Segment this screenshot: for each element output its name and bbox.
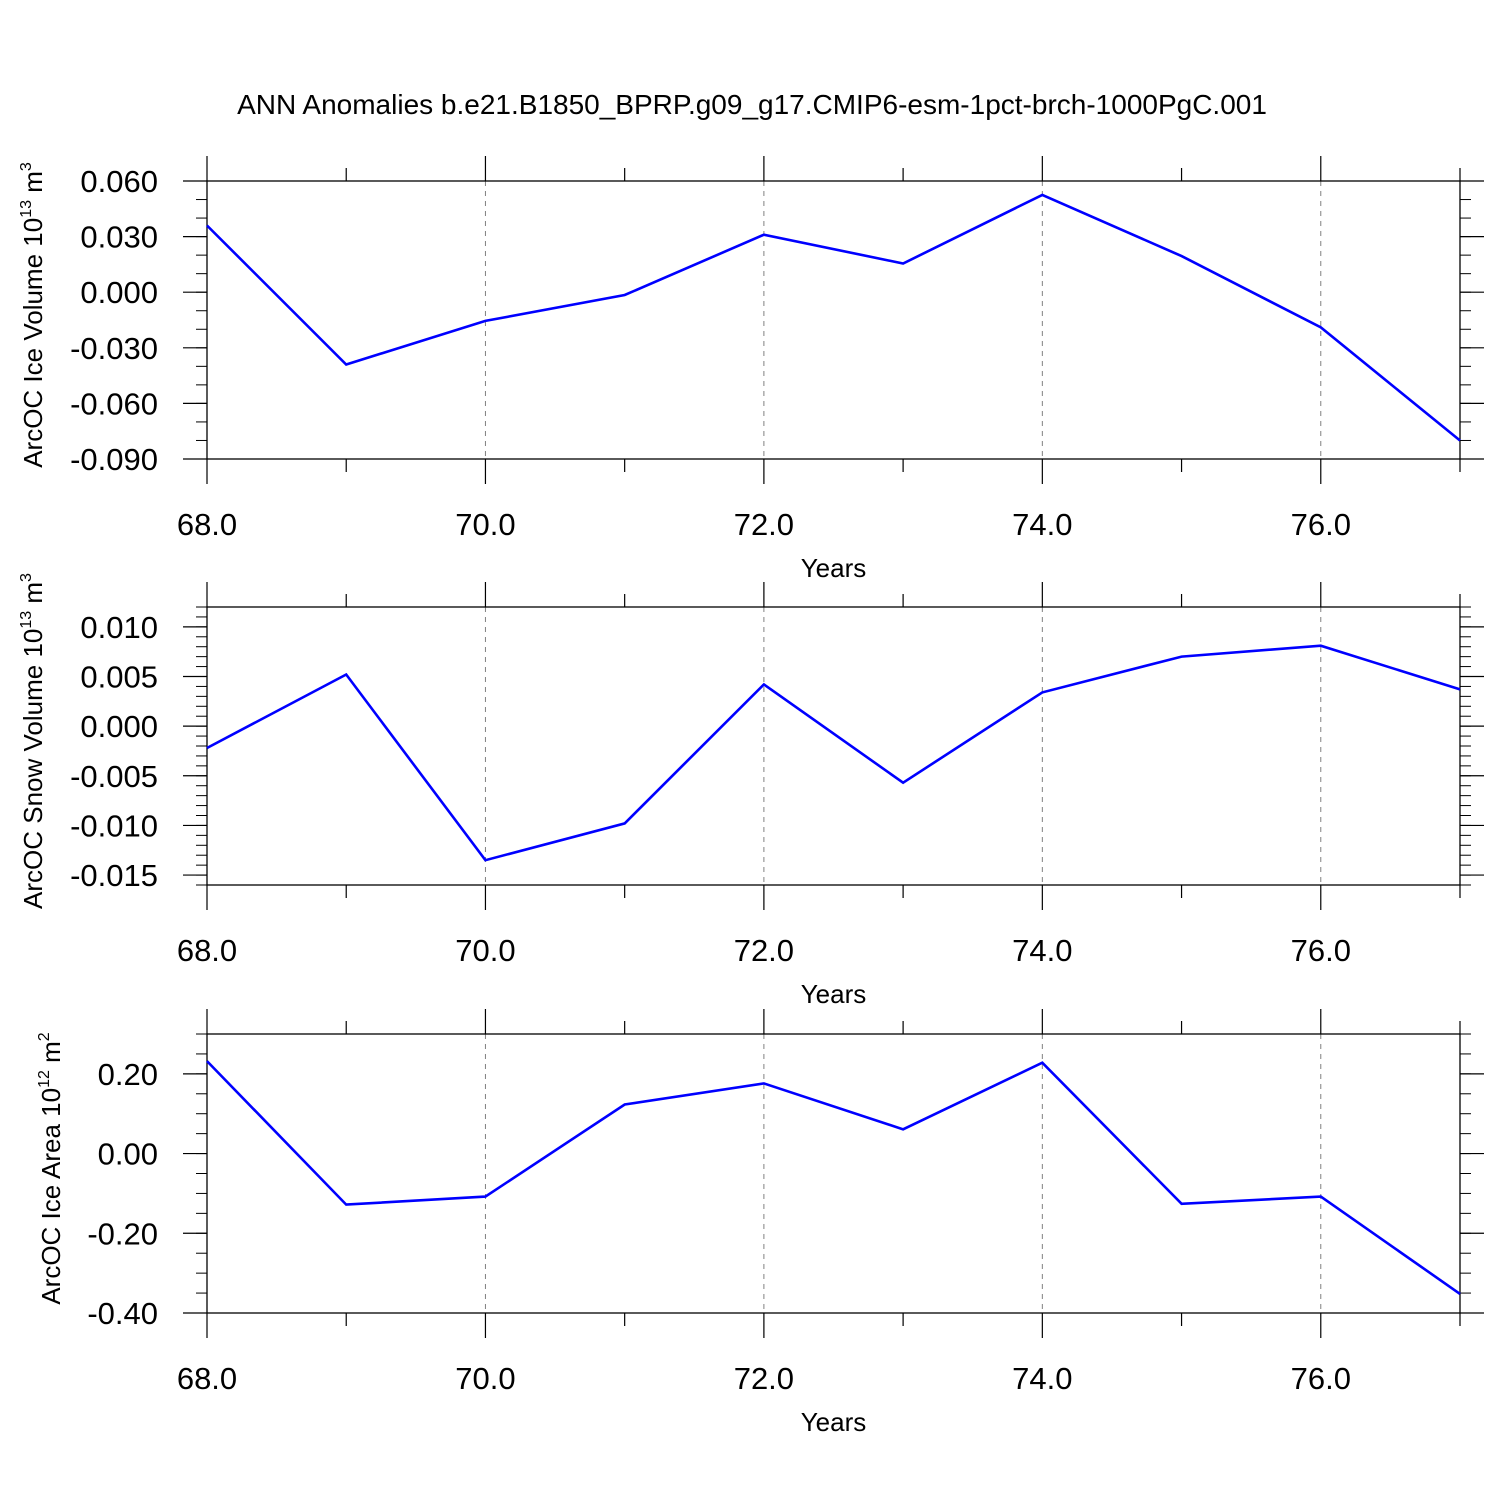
y-tick-label: 0.005: [80, 660, 158, 695]
x-tick-label: 72.0: [734, 507, 794, 542]
y-tick-label: -0.010: [70, 808, 158, 843]
y-axis-title: ArcOC Snow Volume 1013 m3: [18, 573, 48, 909]
chart-title: ANN Anomalies b.e21.B1850_BPRP.g09_g17.C…: [237, 89, 1267, 120]
y-tick-label: -0.20: [87, 1216, 158, 1251]
y-tick-label: -0.015: [70, 858, 158, 893]
y-axis-title: ArcOC Ice Volume 1013 m3: [18, 162, 48, 468]
y-axis-title-unit-exponent: 3: [18, 162, 35, 171]
x-tick-label: 70.0: [455, 507, 515, 542]
x-tick-label: 70.0: [455, 933, 515, 968]
x-axis-title: Years: [801, 553, 867, 583]
y-tick-label: 0.030: [80, 220, 158, 255]
y-tick-label: -0.060: [70, 386, 158, 421]
x-tick-label: 72.0: [734, 1361, 794, 1396]
y-tick-label: 0.000: [80, 275, 158, 310]
y-axis-title-unit-exponent: 2: [36, 1032, 53, 1041]
y-tick-label: 0.000: [80, 709, 158, 744]
y-axis-title-unit: m: [18, 171, 48, 200]
y-tick-label: 0.060: [80, 164, 158, 199]
x-tick-label: 74.0: [1012, 507, 1072, 542]
x-tick-label: 68.0: [177, 933, 237, 968]
x-tick-label: 72.0: [734, 933, 794, 968]
y-tick-label: -0.40: [87, 1296, 158, 1331]
y-tick-label: -0.005: [70, 759, 158, 794]
y-tick-label: -0.030: [70, 331, 158, 366]
y-axis-title-exponent: 13: [18, 611, 35, 629]
x-tick-label: 76.0: [1291, 507, 1351, 542]
y-tick-label: 0.20: [98, 1057, 158, 1092]
x-axis-title: Years: [801, 1407, 867, 1437]
y-axis-title-text: ArcOC Ice Volume 10: [18, 218, 48, 468]
y-axis-title: ArcOC Ice Area 1012 m2: [36, 1032, 66, 1304]
x-tick-label: 74.0: [1012, 933, 1072, 968]
y-axis-title-exponent: 13: [18, 200, 35, 218]
series-line: [206, 644, 1461, 862]
y-axis-title-unit-exponent: 3: [18, 573, 35, 582]
y-axis-title-unit: m: [18, 582, 48, 611]
y-axis-title-text: ArcOC Snow Volume 10: [18, 629, 48, 909]
x-tick-label: 76.0: [1291, 1361, 1351, 1396]
x-tick-label: 68.0: [177, 507, 237, 542]
chart-panel-3: 68.0 70.0 72.0 74.0 76.0 Years -0.40 -0.20 0.00 0…: [36, 1009, 1484, 1437]
y-tick-label: -0.090: [70, 442, 158, 477]
plot-frame: [206, 180, 1461, 460]
x-tick-label: 68.0: [177, 1361, 237, 1396]
y-axis-title-exponent: 12: [36, 1070, 53, 1088]
x-tick-label: 76.0: [1291, 933, 1351, 968]
chart-panel-1: 68.0 70.0 72.0 74.0 76.0 Years -0.090 -0.060 -0.…: [18, 156, 1484, 583]
plot-frame: [206, 1033, 1461, 1314]
y-axis-title-unit: m: [36, 1041, 66, 1070]
x-tick-label: 74.0: [1012, 1361, 1072, 1396]
y-tick-label: 0.00: [98, 1137, 158, 1172]
chart-panel-2: 68.0 70.0 72.0 74.0 76.0 Years -0.015 -0.010 -0.…: [18, 573, 1484, 1009]
x-axis-title: Years: [801, 979, 867, 1009]
y-tick-label: 0.010: [80, 610, 158, 645]
x-tick-label: 70.0: [455, 1361, 515, 1396]
series-line: [206, 193, 1461, 442]
y-axis-title-text: ArcOC Ice Area 10: [36, 1088, 66, 1305]
series-line: [206, 1060, 1461, 1295]
